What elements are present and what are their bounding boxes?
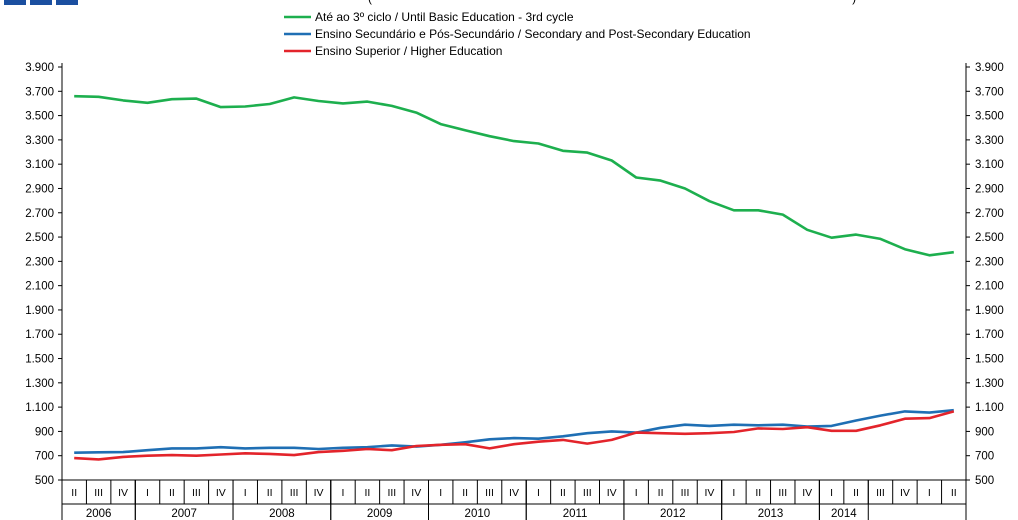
y-tick-label-right: 500 bbox=[975, 475, 994, 487]
x-quarter-label: II bbox=[462, 487, 468, 499]
x-quarter-label: II bbox=[71, 487, 77, 499]
x-quarter-label: III bbox=[387, 487, 396, 499]
x-quarter-label: IV bbox=[900, 487, 910, 499]
y-tick-label-left: 3.500 bbox=[25, 111, 54, 123]
series-line-3 bbox=[74, 410, 955, 461]
y-tick-label-right: 1.300 bbox=[975, 378, 1004, 390]
legend-label-3: Ensino Superior / Higher Education bbox=[315, 44, 502, 58]
y-tick-label-right: 2.900 bbox=[975, 183, 1004, 195]
x-quarter-label: IV bbox=[607, 487, 617, 499]
y-tick-label-left: 2.300 bbox=[25, 256, 54, 268]
x-quarter-label: I bbox=[244, 487, 247, 499]
y-tick-label-right: 2.100 bbox=[975, 281, 1004, 293]
x-year-label: 2010 bbox=[465, 508, 491, 520]
x-quarter-label: II bbox=[853, 487, 859, 499]
x-quarter-label: III bbox=[876, 487, 885, 499]
x-year-label: 2012 bbox=[660, 508, 686, 520]
y-tick-label-left: 500 bbox=[35, 475, 54, 487]
header-fragment: ( ) bbox=[368, 0, 856, 5]
y-tick-label-right: 2.700 bbox=[975, 208, 1004, 220]
x-quarter-label: III bbox=[485, 487, 494, 499]
legend-label-1: Até ao 3º ciclo / Until Basic Education … bbox=[315, 10, 574, 24]
x-quarter-label: II bbox=[951, 487, 957, 499]
x-quarter-label: II bbox=[267, 487, 273, 499]
x-year-label: 2011 bbox=[563, 508, 588, 520]
x-quarter-label: III bbox=[778, 487, 787, 499]
x-quarter-label: IV bbox=[314, 487, 324, 499]
y-tick-label-left: 1.700 bbox=[25, 329, 54, 341]
y-tick-label-left: 3.100 bbox=[25, 159, 54, 171]
logo bbox=[0, 0, 80, 5]
x-year-label: 2013 bbox=[758, 508, 784, 520]
y-tick-label-right: 3.700 bbox=[975, 86, 1004, 98]
x-year-label: 2009 bbox=[367, 508, 393, 520]
x-quarter-label: IV bbox=[509, 487, 519, 499]
x-quarter-label: II bbox=[169, 487, 175, 499]
x-quarter-label: I bbox=[537, 487, 540, 499]
x-quarter-label: IV bbox=[802, 487, 812, 499]
y-tick-label-left: 1.900 bbox=[25, 305, 54, 317]
x-quarter-label: IV bbox=[704, 487, 714, 499]
x-quarter-label: IV bbox=[216, 487, 226, 499]
y-tick-label-left: 700 bbox=[35, 451, 54, 463]
x-quarter-label: IV bbox=[411, 487, 421, 499]
y-tick-label-left: 1.300 bbox=[25, 378, 54, 390]
y-tick-label-left: 2.100 bbox=[25, 281, 54, 293]
x-quarter-label: II bbox=[755, 487, 761, 499]
y-tick-label-right: 3.900 bbox=[975, 62, 1004, 74]
legend-label-2: Ensino Secundário e Pós-Secundário / Sec… bbox=[315, 27, 751, 41]
x-quarter-label: I bbox=[732, 487, 735, 499]
x-quarter-label: III bbox=[681, 487, 690, 499]
y-tick-label-left: 2.900 bbox=[25, 183, 54, 195]
x-quarter-label: III bbox=[192, 487, 201, 499]
y-tick-label-right: 1.900 bbox=[975, 305, 1004, 317]
y-tick-label-right: 3.300 bbox=[975, 135, 1004, 147]
y-tick-label-right: 3.500 bbox=[975, 111, 1004, 123]
y-tick-label-right: 1.100 bbox=[975, 402, 1004, 414]
y-tick-label-left: 1.500 bbox=[25, 354, 54, 366]
series-line-1 bbox=[74, 94, 954, 257]
y-tick-label-left: 2.500 bbox=[25, 232, 54, 244]
y-tick-label-left: 900 bbox=[35, 426, 54, 438]
y-tick-label-right: 3.100 bbox=[975, 159, 1004, 171]
y-tick-label-left: 2.700 bbox=[25, 208, 54, 220]
series-line-2 bbox=[74, 408, 954, 454]
x-quarter-label: I bbox=[928, 487, 931, 499]
x-quarter-label: III bbox=[583, 487, 592, 499]
x-quarter-label: I bbox=[342, 487, 345, 499]
y-tick-label-left: 3.900 bbox=[25, 62, 54, 74]
x-year-label: 2008 bbox=[269, 508, 295, 520]
y-tick-label-right: 2.300 bbox=[975, 256, 1004, 268]
x-quarter-label: II bbox=[658, 487, 664, 499]
y-tick-label-left: 1.100 bbox=[25, 402, 54, 414]
x-quarter-label: I bbox=[635, 487, 638, 499]
y-tick-label-right: 1.500 bbox=[975, 354, 1004, 366]
x-year-label: 2014 bbox=[831, 508, 857, 520]
y-tick-label-right: 1.700 bbox=[975, 329, 1004, 341]
x-quarter-label: III bbox=[290, 487, 299, 499]
y-tick-label-right: 700 bbox=[975, 451, 994, 463]
y-tick-label-right: 900 bbox=[975, 426, 994, 438]
x-year-label: 2006 bbox=[86, 508, 112, 520]
y-tick-label-left: 3.700 bbox=[25, 86, 54, 98]
y-tick-label-left: 3.300 bbox=[25, 135, 54, 147]
x-quarter-label: I bbox=[146, 487, 149, 499]
x-year-label: 2007 bbox=[171, 508, 197, 520]
y-tick-label-right: 2.500 bbox=[975, 232, 1004, 244]
x-quarter-label: I bbox=[830, 487, 833, 499]
x-quarter-label: III bbox=[94, 487, 103, 499]
x-quarter-label: II bbox=[560, 487, 566, 499]
x-quarter-label: II bbox=[364, 487, 370, 499]
x-quarter-label: IV bbox=[118, 487, 128, 499]
x-quarter-label: I bbox=[439, 487, 442, 499]
